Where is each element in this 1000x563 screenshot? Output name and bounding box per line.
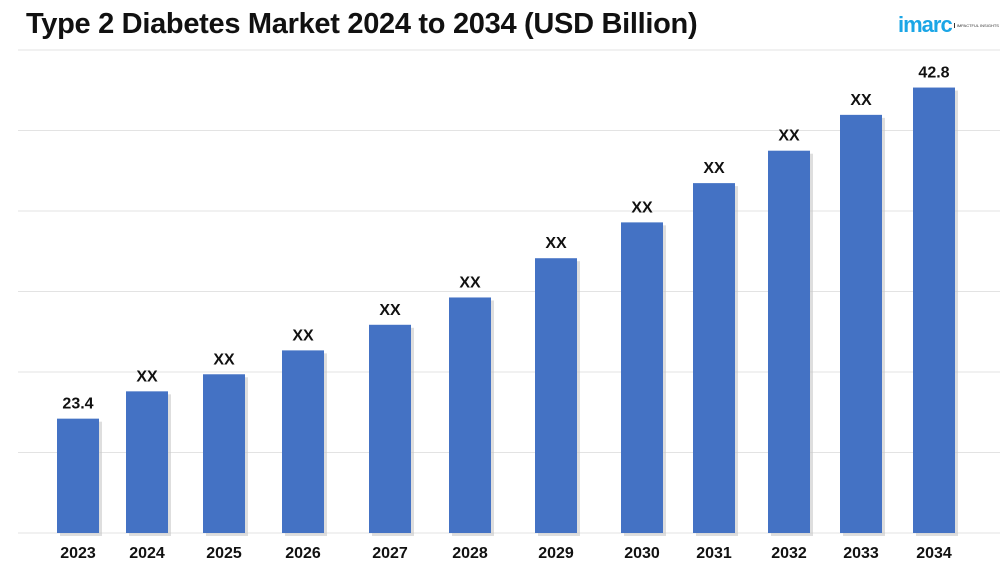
data-label: XX (850, 92, 872, 109)
chart-title: Type 2 Diabetes Market 2024 to 2034 (USD… (26, 8, 698, 40)
bar-2025 (203, 374, 245, 533)
x-tick-label: 2029 (538, 545, 574, 562)
bar-2024 (126, 391, 168, 533)
x-tick-label: 2023 (60, 545, 96, 562)
x-tick-label: 2027 (372, 545, 408, 562)
data-label: XX (778, 128, 800, 145)
bar-2028 (449, 297, 491, 533)
x-tick-label: 2024 (129, 545, 165, 562)
data-label: XX (213, 351, 235, 368)
bar-2031 (693, 183, 735, 534)
data-label: XX (703, 160, 725, 177)
logo-word: imarc (898, 12, 953, 37)
data-label: 23.4 (62, 396, 93, 413)
data-label: XX (379, 302, 401, 319)
x-tick-label: 2032 (771, 545, 807, 562)
data-label: XX (545, 235, 567, 252)
x-tick-label: 2025 (206, 545, 242, 562)
x-tick-label: 2026 (285, 545, 321, 562)
data-label: XX (459, 274, 481, 291)
bar-2032 (768, 150, 810, 533)
bar-2034 (913, 87, 955, 534)
x-tick-label: 2031 (696, 545, 732, 562)
x-tick-label: 2030 (624, 545, 660, 562)
bar-2026 (282, 350, 324, 533)
bar-2033 (840, 114, 882, 533)
x-tick-label: 2033 (843, 545, 879, 562)
bar-2029 (535, 258, 577, 533)
data-label: XX (136, 368, 158, 385)
x-tick-label: 2034 (916, 545, 952, 562)
data-label: XX (631, 199, 653, 216)
data-label: 42.8 (918, 65, 949, 82)
bar-2030 (621, 222, 663, 533)
imarc-logo: imarc IMPACTFUL INSIGHTS (898, 12, 999, 38)
bar-2027 (369, 324, 411, 533)
x-tick-label: 2028 (452, 545, 488, 562)
logo-tagline: IMPACTFUL INSIGHTS (953, 22, 999, 28)
bar-2023 (57, 418, 99, 533)
data-label: XX (292, 327, 314, 344)
